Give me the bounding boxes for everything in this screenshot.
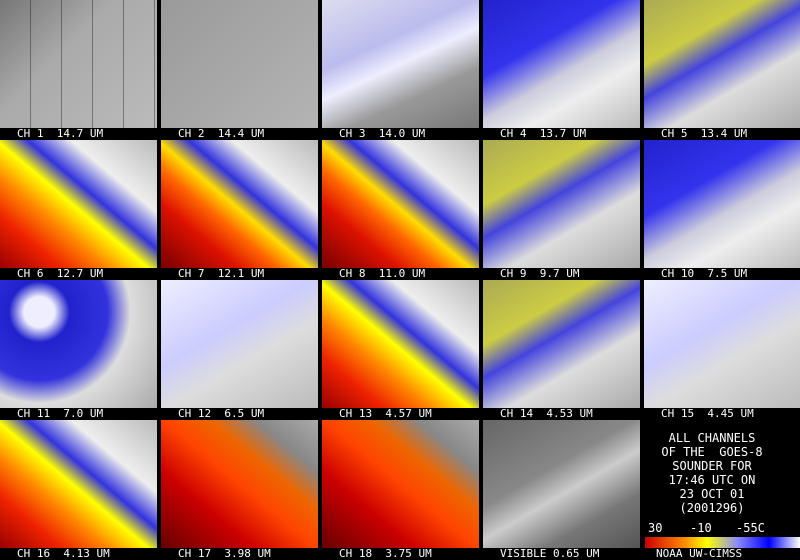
satellite-image <box>483 0 640 128</box>
satellite-image <box>322 0 479 128</box>
panel-label: CH 4 13.7 UM <box>500 127 587 140</box>
satellite-image <box>483 420 640 548</box>
color-bar <box>645 537 800 548</box>
scale-label: -55C <box>736 521 765 535</box>
panel-label: CH 9 9.7 UM <box>500 267 580 280</box>
satellite-image <box>483 280 640 408</box>
satellite-image <box>0 280 157 408</box>
info-line: (2001296) <box>679 501 745 515</box>
panel-label: CH 16 4.13 UM <box>17 547 110 560</box>
panel-label: CH 18 3.75 UM <box>339 547 432 560</box>
scale-label: -10 <box>690 521 712 535</box>
panel-label: CH 2 14.4 UM <box>178 127 265 140</box>
panel-label: CH 11 7.0 UM <box>17 407 104 420</box>
panel-label: CH 12 6.5 UM <box>178 407 265 420</box>
satellite-image <box>322 420 479 548</box>
satellite-image <box>483 140 640 268</box>
satellite-image <box>0 0 157 128</box>
panel-label: CH 17 3.98 UM <box>178 547 271 560</box>
satellite-image <box>644 280 800 408</box>
satellite-image <box>0 140 157 268</box>
satellite-image <box>644 0 800 128</box>
panel-label: CH 14 4.53 UM <box>500 407 593 420</box>
info-line: SOUNDER FOR <box>672 459 752 473</box>
panel-label: CH 13 4.57 UM <box>339 407 432 420</box>
credit: NOAA UW-CIMSS <box>656 547 743 560</box>
satellite-image <box>161 0 318 128</box>
info-line: 23 OCT 01 <box>679 487 745 501</box>
panel-label: CH 10 7.5 UM <box>661 267 748 280</box>
satellite-image <box>644 140 800 268</box>
panel-label: VISIBLE 0.65 UM <box>500 547 600 560</box>
satellite-image <box>0 420 157 548</box>
panel-label: CH 6 12.7 UM <box>17 267 104 280</box>
satellite-image <box>161 140 318 268</box>
panel-label: CH 3 14.0 UM <box>339 127 426 140</box>
panel-label: CH 8 11.0 UM <box>339 267 426 280</box>
scale-label: 30 <box>648 521 663 535</box>
satellite-image <box>161 280 318 408</box>
info-line: OF THE GOES-8 <box>661 445 763 459</box>
info-line: ALL CHANNELS <box>668 431 756 445</box>
satellite-image <box>322 280 479 408</box>
satellite-image <box>322 140 479 268</box>
panel-label: CH 15 4.45 UM <box>661 407 754 420</box>
panel-label: CH 5 13.4 UM <box>661 127 748 140</box>
info-line: 17:46 UTC ON <box>668 473 756 487</box>
satellite-image <box>161 420 318 548</box>
panel-label: CH 7 12.1 UM <box>178 267 265 280</box>
panel-label: CH 1 14.7 UM <box>17 127 104 140</box>
